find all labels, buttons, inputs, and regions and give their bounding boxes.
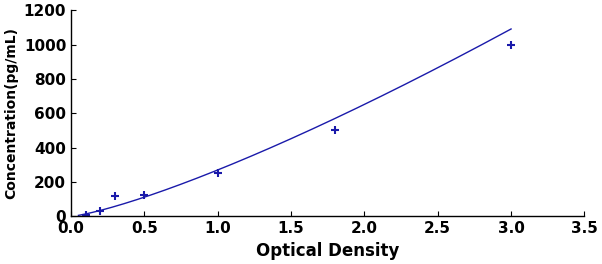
- Y-axis label: Concentration(pg/mL): Concentration(pg/mL): [4, 27, 18, 199]
- X-axis label: Optical Density: Optical Density: [256, 242, 400, 260]
